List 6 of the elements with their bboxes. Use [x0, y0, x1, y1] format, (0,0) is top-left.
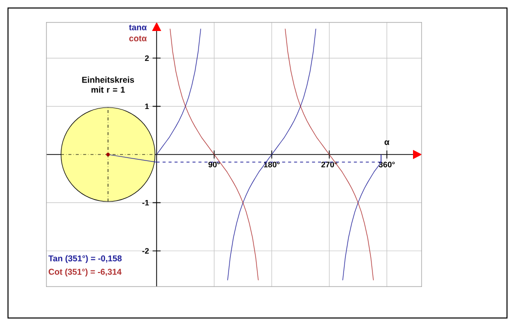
x-axis-title: α	[384, 140, 390, 145]
annotation: Cot (351°) = -6,314	[48, 268, 122, 276]
annotation: Einheitskreis mit r = 1	[82, 76, 134, 93]
annotation: Tan (351°) = -0,158	[48, 255, 122, 264]
text: tanα	[129, 24, 147, 30]
text: cotα	[129, 36, 147, 42]
